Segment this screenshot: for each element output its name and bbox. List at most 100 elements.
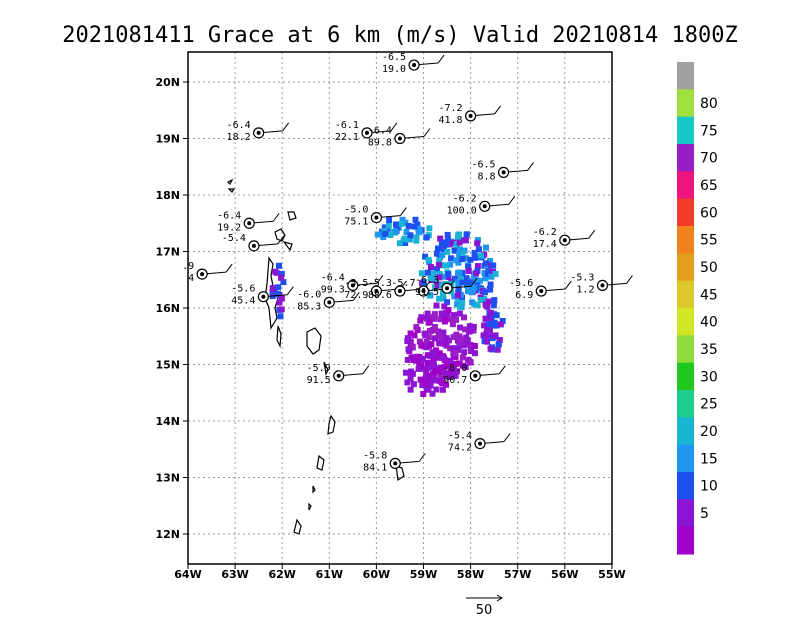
wind-speed-cell — [464, 279, 471, 286]
wind-speed-cell — [444, 236, 451, 243]
wind-speed-cell — [413, 357, 420, 363]
wind-speed-cell — [438, 310, 445, 317]
wind-speed-cell — [402, 240, 408, 246]
wind-barb-flag — [498, 365, 506, 375]
colorbar-segment — [677, 472, 694, 500]
station-dot — [350, 283, 355, 288]
wind-speed-cell — [490, 262, 497, 269]
wind-speed-cell — [407, 375, 414, 382]
wind-speed-cell — [451, 361, 458, 367]
wind-speed-cell — [413, 234, 420, 241]
wind-speed-cell — [459, 354, 466, 361]
wind-barb-flag — [626, 275, 633, 284]
wind-speed-cell — [440, 273, 447, 280]
lon-tick-label: 63W — [221, 568, 248, 581]
observation-value-bottom: 41.8 — [439, 115, 463, 126]
wind-speed-cell — [275, 291, 281, 298]
lon-tick-label: 58W — [457, 568, 484, 581]
observation-value-top: -6.1 — [335, 120, 359, 131]
wind-speed-cell — [445, 307, 452, 313]
wind-speed-cell — [445, 271, 452, 278]
wind-speed-cell — [432, 335, 438, 342]
wind-speed-cell — [403, 369, 409, 376]
observation-value-top: -5.4 — [448, 431, 472, 442]
wind-speed-cell — [459, 256, 466, 263]
station-dot — [374, 215, 379, 220]
observation-value-bottom: 100.0 — [447, 205, 477, 216]
observation-o21: -6.085.3 — [297, 289, 360, 312]
wind-speed-cell — [413, 324, 420, 331]
wind-speed-cell — [459, 279, 466, 286]
observation-o11: -5.4 — [222, 233, 285, 252]
wind-speed-cell — [425, 256, 432, 263]
lon-tick-label: 60W — [363, 568, 390, 581]
colorbar-label: 30 — [700, 369, 718, 385]
lon-tick-label: 61W — [316, 568, 343, 581]
wind-speed-cell — [442, 316, 449, 323]
observation-value-top: -6.0 — [297, 289, 321, 300]
wind-speed-cell — [443, 262, 450, 269]
wind-speed-cell — [487, 309, 494, 316]
observation-value-bottom: 17.4 — [533, 239, 557, 250]
wind-speed-cell — [380, 234, 387, 241]
observation-value-bottom: 91.5 — [307, 375, 331, 386]
wind-speed-cell — [435, 245, 441, 252]
wind-speed-cell — [382, 230, 389, 237]
lon-tick-label: 59W — [410, 568, 437, 581]
wind-speed-cell — [407, 330, 414, 337]
wind-speed-cell — [492, 270, 499, 277]
observation-value-top: -6.5 — [471, 159, 495, 170]
wind-speed-cell — [426, 292, 433, 299]
wind-speed-cell — [456, 269, 463, 276]
map-title: 2021081411 Grace at 6 km (m/s) Valid 202… — [62, 23, 738, 48]
colorbar-segment — [677, 62, 694, 90]
wind-speed-cell — [496, 337, 503, 343]
station-dot — [374, 289, 379, 294]
lat-tick-label: 15N — [155, 359, 180, 372]
observation-value-bottom: 19.2 — [217, 222, 241, 233]
colorbar-label: 50 — [700, 260, 718, 276]
colorbar-label: 40 — [700, 315, 718, 331]
wind-speed-cell — [482, 275, 489, 282]
station-dot — [261, 294, 266, 299]
colorbar-segment — [677, 116, 694, 145]
lat-tick-label: 18N — [155, 189, 180, 202]
observation-value-top: -6.2 — [453, 193, 477, 204]
wind-speed-cell — [440, 246, 447, 253]
wind-barb-flag — [470, 277, 478, 287]
wind-speed-cell — [471, 249, 478, 256]
observation-value-top: -6.4 — [217, 210, 241, 221]
wind-speed-cell — [276, 262, 282, 269]
colorbar-segment — [677, 89, 694, 118]
wind-speed-cell — [385, 222, 392, 229]
wind-speed-cell — [404, 335, 411, 342]
colorbar-segment — [677, 335, 694, 364]
wind-speed-cell — [456, 251, 463, 258]
island-outline — [226, 178, 234, 186]
wind-speed-cell — [422, 375, 429, 382]
colorbar-label: 15 — [700, 451, 718, 467]
wind-speed-cell — [423, 315, 430, 322]
wind-speed-cell — [420, 391, 427, 397]
colorbar-label: 75 — [700, 123, 718, 139]
wind-speed-cell — [444, 299, 451, 306]
wind-speed-cell — [405, 346, 412, 353]
wind-speed-cell — [472, 350, 478, 357]
wind-speed-cell — [459, 299, 466, 306]
station-dot — [247, 221, 252, 226]
wind-speed-cell — [419, 356, 425, 363]
observation-o18: -6.391.5 — [415, 275, 478, 298]
observation-value-top: -5.4 — [222, 233, 246, 244]
wind-speed-cell — [427, 275, 434, 282]
wind-speed-cell — [436, 340, 443, 347]
wind-speed-cell — [462, 326, 469, 333]
wind-barb-flag — [282, 122, 290, 132]
colorbar-label: 5 — [700, 506, 709, 522]
wind-speed-cell — [423, 234, 430, 241]
lat-tick-label: 20N — [155, 76, 180, 89]
lat-lon-grid — [188, 52, 612, 564]
wind-speed-cell — [443, 381, 449, 388]
station-dot — [336, 373, 341, 378]
lon-tick-label: 64W — [174, 568, 201, 581]
wind-speed-cell — [447, 357, 454, 364]
